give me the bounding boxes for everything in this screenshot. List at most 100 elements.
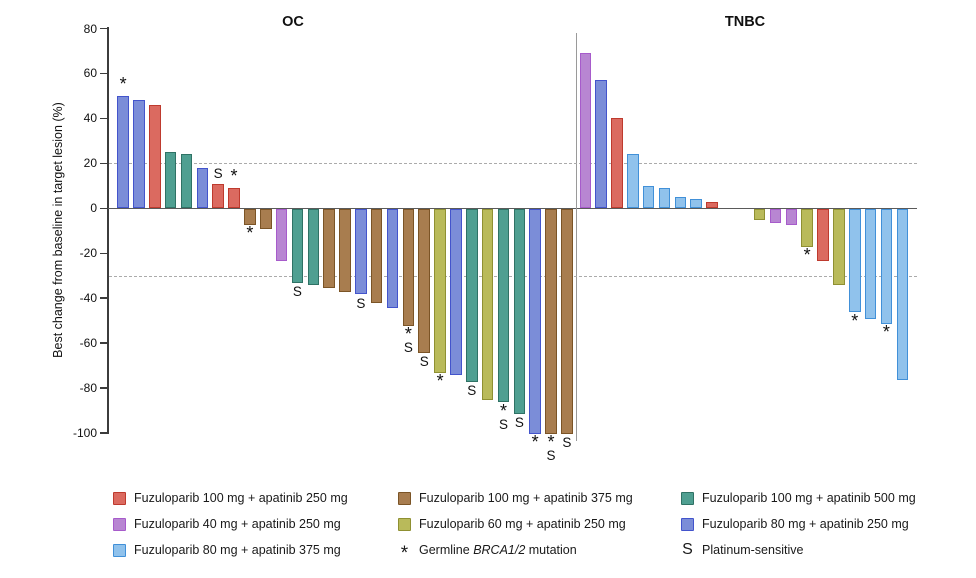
bar	[149, 104, 161, 209]
x-axis-zero-line	[108, 207, 917, 210]
reference-line	[109, 163, 917, 165]
brca-mutation-mark: *	[882, 321, 890, 342]
brca-mutation-mark: *	[119, 73, 127, 94]
bar	[386, 209, 399, 308]
reference-line	[109, 275, 917, 277]
legend-swatch	[398, 491, 411, 505]
bar	[627, 154, 639, 209]
brca-mutation-mark: *	[400, 543, 409, 564]
platinum-sensitive-mark: S	[514, 414, 524, 430]
bar-annotation: S	[462, 384, 482, 398]
legend-item: Fuzuloparib 100 mg + apatinib 500 mg	[681, 489, 916, 507]
brca-mutation-mark: *	[851, 310, 859, 331]
bar	[244, 209, 256, 225]
y-tick	[100, 207, 108, 209]
legend-swatch	[681, 491, 694, 505]
bar-annotation: S	[288, 285, 308, 299]
bar	[402, 209, 415, 326]
bar	[481, 209, 494, 401]
bar	[180, 154, 193, 209]
bar	[817, 209, 829, 261]
bar	[706, 201, 718, 209]
bar	[801, 209, 813, 248]
legend-label: Fuzuloparib 80 mg + apatinib 250 mg	[702, 517, 909, 531]
bar	[529, 209, 541, 434]
bar-annotation: *	[113, 73, 133, 94]
legend-label: Fuzuloparib 80 mg + apatinib 375 mg	[134, 543, 341, 557]
bar	[674, 197, 687, 209]
bar	[291, 209, 304, 284]
brca-mutation-mark: *	[436, 371, 444, 392]
legend-label: Fuzuloparib 60 mg + apatinib 250 mg	[419, 517, 626, 531]
bar	[418, 209, 431, 353]
bar	[323, 209, 335, 288]
legend-swatch	[113, 543, 126, 557]
bar-annotation: S	[414, 355, 434, 369]
legend-item: Fuzuloparib 60 mg + apatinib 250 mg	[398, 515, 626, 533]
brca-mutation-mark: *	[803, 245, 811, 266]
panel-title-oc: OC	[282, 14, 304, 30]
bar-annotation: *	[240, 224, 260, 242]
bar	[434, 209, 446, 374]
legend-label: Fuzuloparib 40 mg + apatinib 250 mg	[134, 517, 341, 531]
bar	[785, 209, 798, 225]
legend-label: Fuzuloparib 100 mg + apatinib 500 mg	[702, 491, 916, 505]
y-tick-label: 60	[83, 66, 97, 81]
bar	[497, 209, 510, 403]
bar	[164, 152, 177, 209]
bar	[642, 185, 655, 209]
y-tick-label: 0	[90, 201, 97, 216]
y-tick	[100, 432, 108, 434]
brca-mutation-mark: *	[404, 324, 412, 345]
bar	[545, 209, 557, 434]
platinum-sensitive-mark: S	[498, 416, 508, 432]
bar	[307, 209, 320, 286]
bar-annotation: * S	[541, 432, 561, 463]
bar-annotation: *	[224, 166, 244, 187]
bar	[370, 209, 383, 304]
platinum-sensitive-mark: S	[403, 340, 413, 356]
platinum-sensitive-mark: S	[292, 284, 302, 300]
legend-swatch	[113, 517, 126, 531]
y-axis	[107, 27, 109, 434]
bar-annotation: *	[877, 321, 897, 342]
legend-item: Fuzuloparib 80 mg + apatinib 250 mg	[681, 515, 909, 533]
brca-mutation-mark: *	[230, 166, 238, 187]
legend-label: Fuzuloparib 100 mg + apatinib 250 mg	[134, 491, 348, 505]
legend-label: Fuzuloparib 100 mg + apatinib 375 mg	[419, 491, 633, 505]
brca-mutation-mark: *	[547, 432, 555, 452]
bar	[117, 95, 129, 209]
bar	[579, 53, 592, 209]
legend-item: S Platinum-sensitive	[681, 541, 803, 559]
y-tick-label: -60	[79, 336, 97, 351]
legend-item: Fuzuloparib 100 mg + apatinib 250 mg	[113, 489, 348, 507]
bar	[880, 209, 893, 324]
legend-item: * Germline BRCA1/2 mutation	[398, 541, 577, 564]
bar	[595, 80, 607, 209]
bar-annotation: S	[208, 166, 228, 181]
bar	[769, 209, 782, 223]
bar	[513, 209, 526, 414]
bar-annotation: *	[845, 310, 865, 331]
y-tick	[100, 297, 108, 299]
y-tick	[100, 117, 108, 120]
bar-annotation: S	[557, 436, 577, 450]
bar	[561, 209, 573, 434]
legend-label: Platinum-sensitive	[702, 543, 804, 557]
bar	[864, 209, 877, 320]
platinum-sensitive-mark: S	[682, 541, 693, 558]
brca-mutation-mark: *	[499, 400, 507, 421]
bar	[848, 209, 861, 313]
bar	[228, 188, 240, 209]
panel-title-tnbc: TNBC	[724, 14, 766, 30]
y-tick	[100, 162, 108, 165]
bar-annotation: *	[797, 245, 817, 266]
bar-annotation: S	[510, 414, 530, 430]
y-tick-label: -20	[79, 246, 97, 261]
legend: Fuzuloparib 100 mg + apatinib 250 mg Fuzu…	[0, 484, 976, 574]
brca-mutation-mark: *	[531, 432, 539, 452]
bar	[611, 118, 623, 209]
y-tick	[100, 27, 108, 30]
legend-label: Germline BRCA1/2 mutation	[419, 543, 577, 557]
legend-swatch	[113, 491, 126, 505]
